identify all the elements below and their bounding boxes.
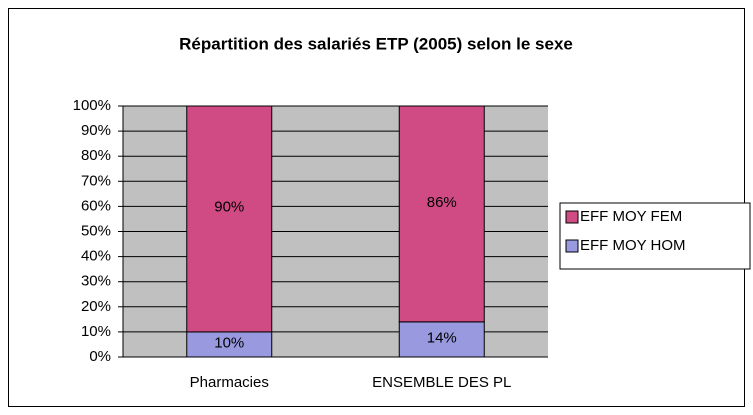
y-tick-label: 0% xyxy=(89,348,111,365)
bar-segment xyxy=(398,105,485,323)
x-tick-label: ENSEMBLE DES PL xyxy=(372,374,511,391)
y-tick-label: 20% xyxy=(81,298,111,315)
y-tick-label: 30% xyxy=(81,273,111,290)
y-tick-label: 10% xyxy=(81,323,111,340)
y-tick-label: 60% xyxy=(81,197,111,214)
legend-box xyxy=(559,202,751,270)
y-tick-label: 100% xyxy=(73,97,111,114)
y-tick-label: 80% xyxy=(81,147,111,164)
y-tick-label: 70% xyxy=(81,172,111,189)
legend-label: EFF MOY FEM xyxy=(580,208,682,225)
bar-segment xyxy=(398,321,485,358)
legend-swatch xyxy=(565,210,579,224)
data-label: 86% xyxy=(427,194,457,211)
bar-segment xyxy=(186,331,273,358)
bar-segment xyxy=(186,105,273,333)
y-tick-label: 90% xyxy=(81,122,111,139)
legend-swatch xyxy=(565,239,579,253)
data-label: 90% xyxy=(214,199,244,216)
data-label: 10% xyxy=(214,334,244,351)
x-tick-label: Pharmacies xyxy=(190,374,269,391)
data-label: 14% xyxy=(427,329,457,346)
legend-label: EFF MOY HOM xyxy=(580,237,686,254)
y-tick-label: 50% xyxy=(81,222,111,239)
chart-title: Répartition des salariés ETP (2005) selo… xyxy=(179,34,573,53)
y-tick-label: 40% xyxy=(81,248,111,265)
